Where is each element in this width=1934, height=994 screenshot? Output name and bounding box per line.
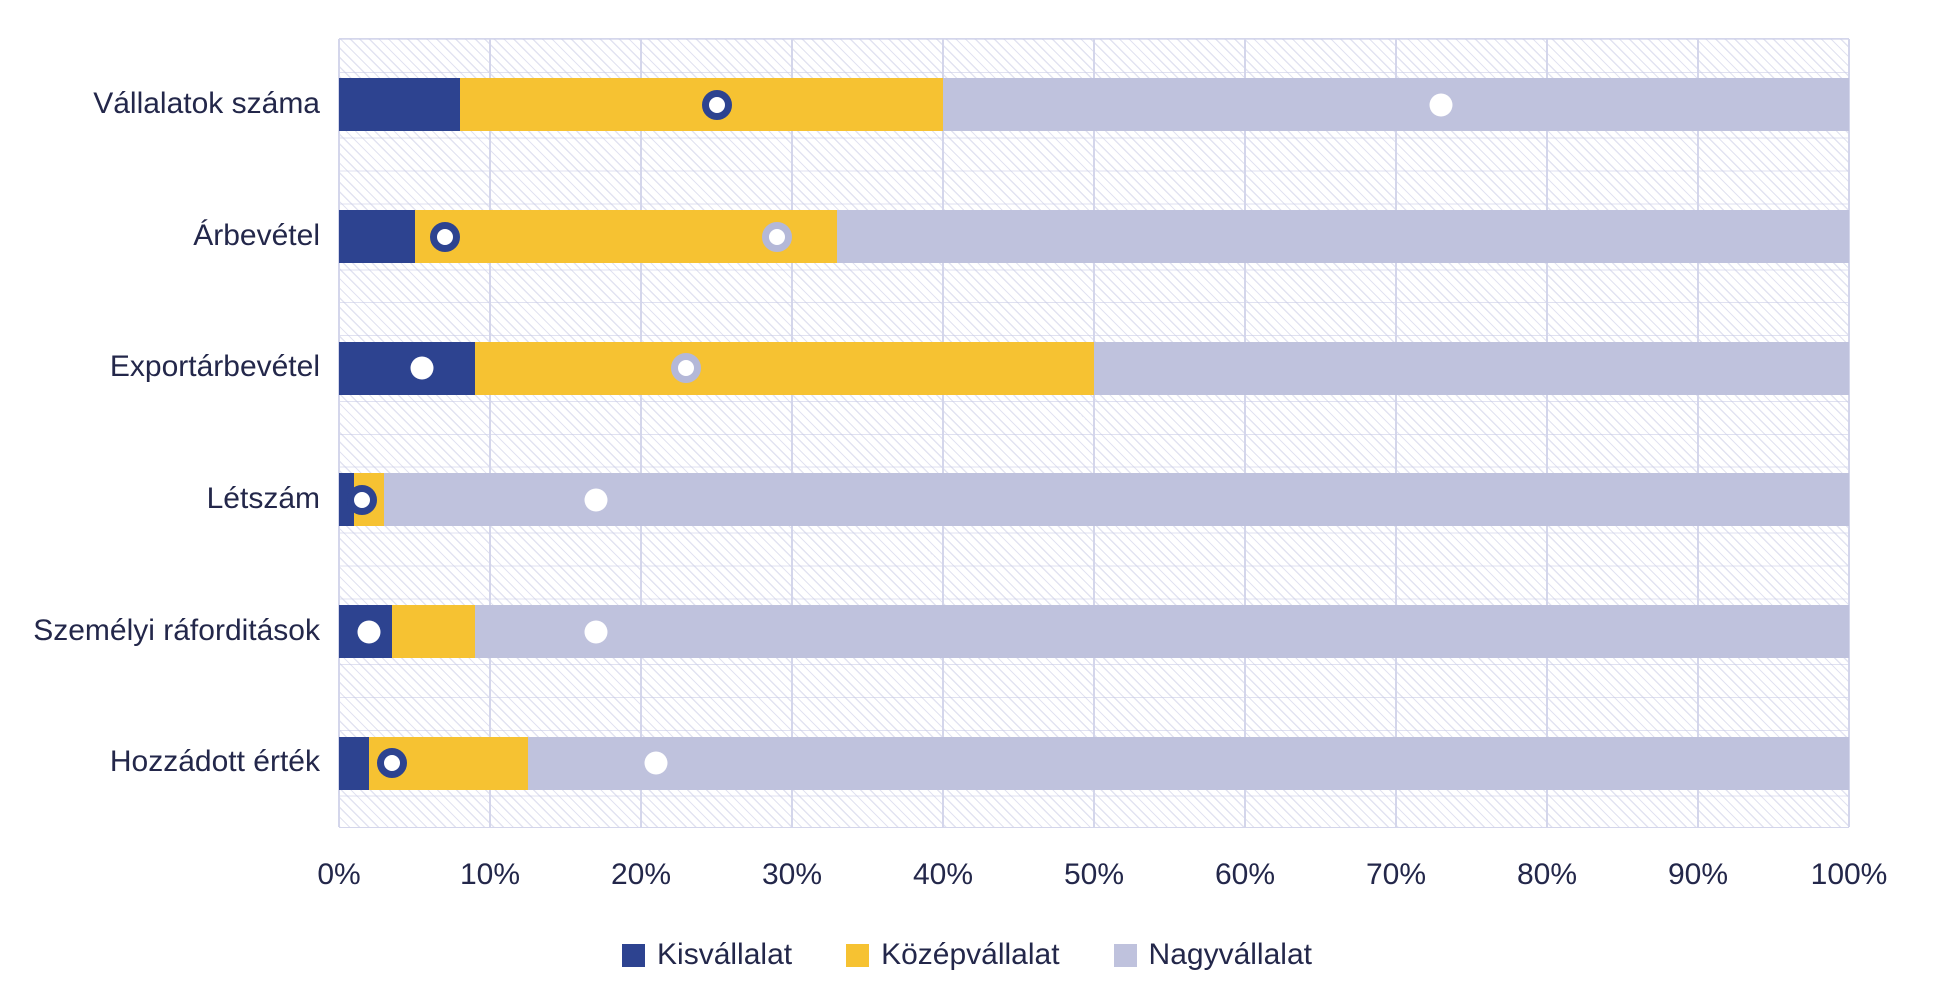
bar-row xyxy=(339,736,1849,790)
marker-lavender-ring xyxy=(761,221,792,252)
x-tick-label: 60% xyxy=(1214,858,1276,891)
x-tick-label: 0% xyxy=(317,858,361,891)
bar-segment-nagyvállalat xyxy=(527,736,1849,790)
x-tick-label: 50% xyxy=(1063,858,1125,891)
bar-segment-nagyvállalat xyxy=(474,605,1849,658)
x-tick-label: 80% xyxy=(1516,858,1578,891)
category-label: Vállalatok száma xyxy=(93,86,320,120)
legend-swatch-icon xyxy=(1113,943,1137,967)
category-label: Hozzádott érték xyxy=(109,745,320,779)
gridline-60% xyxy=(1244,39,1246,827)
marker-navy-ring xyxy=(346,484,377,515)
gridline-40% xyxy=(942,39,944,827)
bar-segment-nagyvállalat xyxy=(1093,341,1849,395)
bar-segment-kisvállalat xyxy=(339,341,475,395)
marker-lavender-ring xyxy=(671,353,702,384)
marker-dot xyxy=(584,620,608,643)
legend-label: Középvállalat xyxy=(881,938,1060,971)
marker-dot xyxy=(644,751,668,775)
legend: Kisvállalat Középvállalat Nagyvállalat xyxy=(0,938,1934,972)
gridline-100% xyxy=(1848,39,1850,827)
bar-segment-nagyvállalat xyxy=(942,78,1849,132)
bar-segment-kisvállalat xyxy=(339,736,370,790)
bar-segment-kisvállalat xyxy=(339,473,355,527)
bar-segment-középvállalat xyxy=(391,605,475,658)
bar-segment-kisvállalat xyxy=(339,78,460,132)
plot-area xyxy=(338,38,1850,828)
bar-row xyxy=(339,605,1849,658)
bar-row xyxy=(339,473,1849,527)
gridline-30% xyxy=(791,39,793,827)
category-label: Exportárbevétel xyxy=(109,350,320,384)
gridline-0% xyxy=(338,39,340,827)
legend-item-nagyvállalat: Nagyvállalat xyxy=(1113,938,1312,972)
gridline-80% xyxy=(1546,39,1548,827)
marker-dot xyxy=(1429,93,1453,117)
gridline-20% xyxy=(640,39,642,827)
marker-navy-ring xyxy=(701,89,732,120)
category-label: Árbevétel xyxy=(193,218,320,252)
bar-segment-kisvállalat xyxy=(339,210,415,263)
bar-segment-középvállalat xyxy=(474,341,1094,395)
legend-label: Nagyvállalat xyxy=(1148,938,1312,971)
legend-item-kisvállalat: Kisvállalat xyxy=(622,938,792,972)
marker-dot xyxy=(584,488,608,512)
gridline-50% xyxy=(1093,39,1095,827)
legend-label: Kisvállalat xyxy=(657,938,793,971)
x-tick-label: 70% xyxy=(1365,858,1427,891)
bar-row xyxy=(339,78,1849,132)
legend-swatch-icon xyxy=(622,943,646,967)
bar-segment-középvállalat xyxy=(459,78,943,132)
category-label: Személyi ráforditások xyxy=(33,613,320,647)
bar-row xyxy=(339,210,1849,263)
marker-dot xyxy=(410,356,434,380)
category-label: Létszám xyxy=(206,481,320,515)
x-tick-label: 90% xyxy=(1667,858,1729,891)
gridline-90% xyxy=(1697,39,1699,827)
bar-row xyxy=(339,341,1849,395)
marker-navy-ring xyxy=(429,221,460,252)
gridline-70% xyxy=(1395,39,1397,827)
bar-segment-nagyvállalat xyxy=(384,473,1849,527)
x-tick-label: 100% xyxy=(1810,858,1888,891)
marker-navy-ring xyxy=(376,748,407,779)
x-tick-label: 10% xyxy=(459,858,521,891)
x-tick-label: 30% xyxy=(761,858,823,891)
x-tick-label: 40% xyxy=(912,858,974,891)
legend-item-középvállalat: Középvállalat xyxy=(846,938,1060,972)
marker-dot xyxy=(357,620,381,643)
gridline-10% xyxy=(489,39,491,827)
x-tick-label: 20% xyxy=(610,858,672,891)
bar-segment-nagyvállalat xyxy=(837,210,1849,263)
legend-swatch-icon xyxy=(846,943,870,967)
